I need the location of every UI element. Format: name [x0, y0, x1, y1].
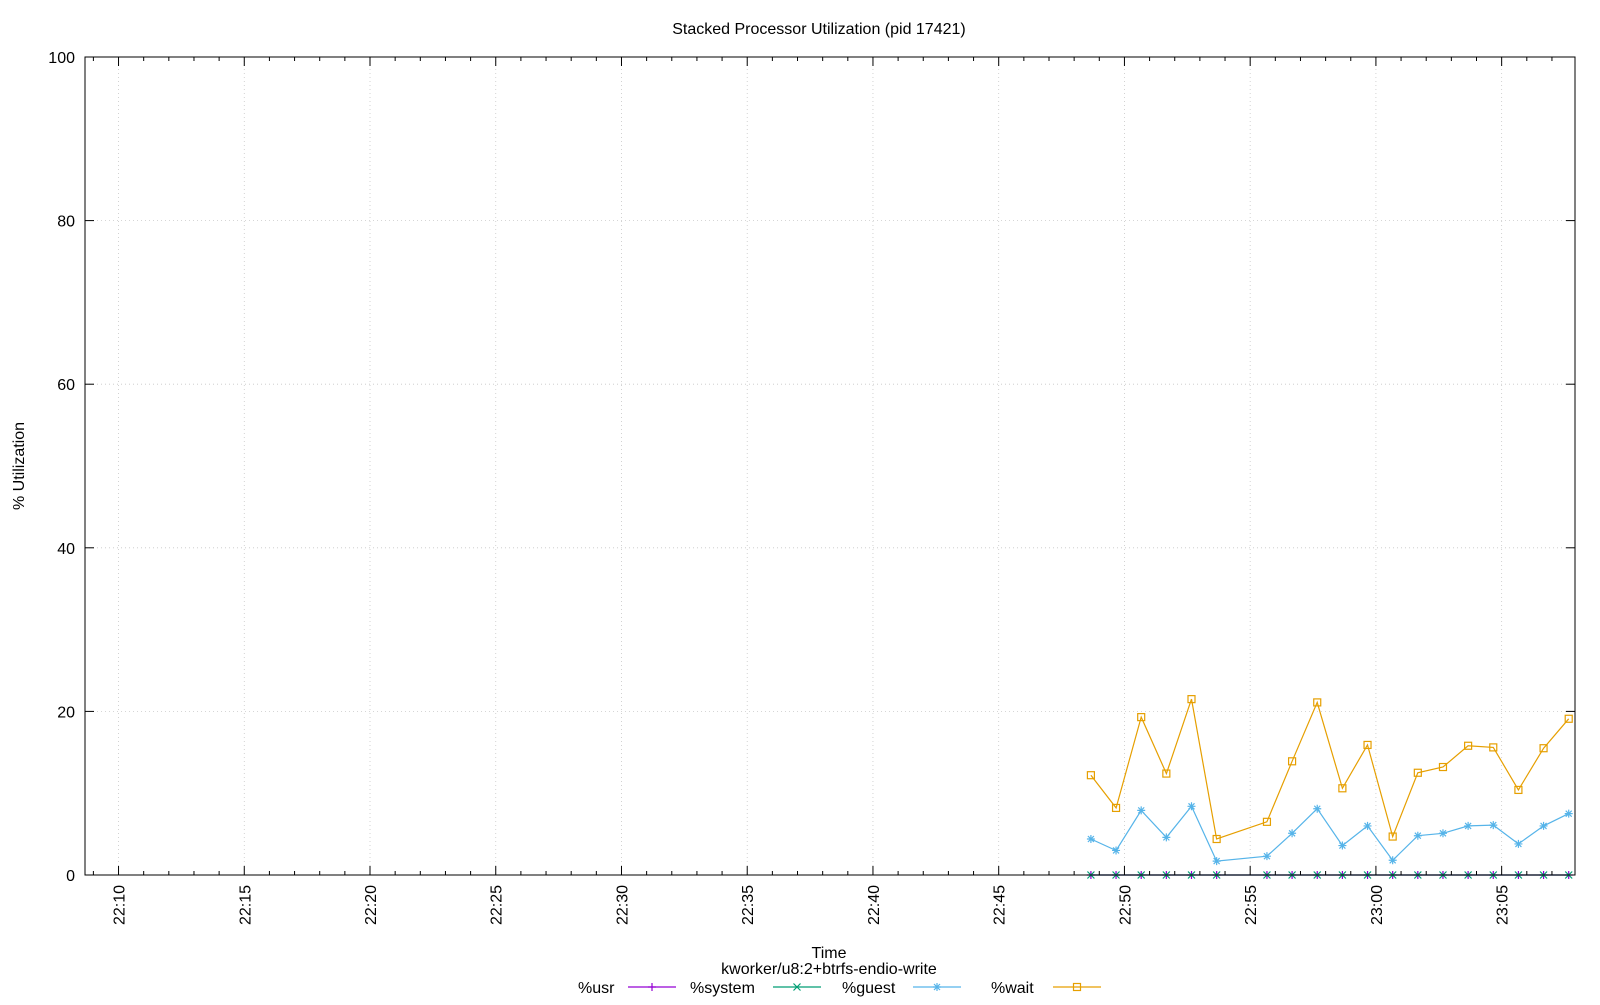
legend-item-wait: %wait [991, 980, 1101, 997]
data-point-guest [1413, 831, 1422, 840]
plot-frame [84, 56, 1576, 876]
chart-subtitle: kworker/u8:2+btrfs-endio-write [721, 961, 937, 978]
data-point-guest [1514, 839, 1523, 848]
data-point-wait [1313, 698, 1322, 707]
data-point-guest [1338, 841, 1347, 850]
data-point-guest [1162, 833, 1171, 842]
x-tick-label: 22:50 [1117, 885, 1134, 925]
legend-label-usr: %usr [578, 980, 615, 997]
grid-lines [85, 57, 1575, 875]
x-tick-label: 23:00 [1369, 885, 1386, 925]
x-tick-label: 22:40 [866, 885, 883, 925]
x-tick-label: 23:05 [1495, 885, 1512, 925]
series-guest [1086, 802, 1573, 866]
legend-label-wait: %wait [991, 980, 1034, 997]
x-tick-label: 22:15 [237, 885, 254, 925]
y-tick-label: 20 [57, 704, 75, 721]
legend-item-guest: %guest [842, 980, 961, 997]
data-point-wait [1086, 771, 1096, 780]
series-line-wait [1090, 698, 1570, 840]
chart-title: Stacked Processor Utilization (pid 17421… [672, 21, 965, 38]
data-point-wait [1489, 743, 1498, 752]
x-axis-label: Time [812, 945, 847, 962]
data-point-wait [1438, 762, 1448, 772]
legend-item-usr: %usr [578, 980, 676, 997]
y-tick-label: 0 [66, 868, 75, 885]
legend-marker-usr [648, 983, 656, 991]
data-point-wait [1262, 817, 1272, 826]
series-wait [1086, 695, 1573, 844]
data-point-guest [1112, 846, 1121, 855]
data-point-wait [1111, 803, 1121, 813]
data-point-wait [1287, 757, 1297, 766]
data-point-wait [1413, 768, 1422, 777]
data-point-wait [1539, 744, 1548, 753]
data-point-guest [1086, 835, 1095, 844]
data-point-wait [1162, 769, 1171, 778]
data-point-guest [1212, 857, 1221, 866]
legend-marker-system [793, 983, 801, 991]
data-point-guest [1187, 802, 1196, 811]
x-tick-label: 22:45 [992, 885, 1009, 925]
data-point-guest [1438, 829, 1447, 838]
x-tick-label: 22:25 [489, 885, 506, 925]
y-tick-label: 100 [48, 50, 75, 67]
data-point-wait [1338, 784, 1347, 793]
x-tick-label: 22:10 [112, 885, 129, 925]
data-point-guest [1262, 852, 1271, 861]
data-point-guest [1564, 809, 1573, 818]
y-axis-label: % Utilization [11, 422, 28, 510]
data-point-guest [1464, 821, 1473, 830]
data-point-wait [1464, 741, 1473, 750]
x-tick-label: 22:20 [363, 885, 380, 925]
data-point-guest [1313, 804, 1322, 813]
data-point-wait [1564, 714, 1573, 723]
y-tick-label: 40 [57, 541, 75, 558]
legend-item-system: %system [690, 980, 821, 997]
y-tick-label: 60 [57, 377, 75, 394]
data-point-guest [1288, 829, 1297, 838]
data-point-wait [1388, 832, 1397, 841]
legend: %usr %system %guest %wait [578, 980, 1101, 997]
legend-marker-guest [933, 983, 941, 991]
series-line-guest [1090, 805, 1569, 862]
legend-label-guest: %guest [842, 980, 896, 997]
data-point-guest [1388, 856, 1397, 865]
data-point-wait [1187, 695, 1196, 704]
x-tick-label: 22:55 [1243, 885, 1260, 925]
x-tick-label: 22:35 [740, 885, 757, 925]
legend-marker-wait [1072, 982, 1082, 992]
data-point-guest [1489, 821, 1498, 830]
y-tick-label: 80 [57, 214, 75, 231]
legend-label-system: %system [690, 980, 755, 997]
data-point-wait [1363, 740, 1372, 750]
data-point-guest [1363, 821, 1372, 830]
series-layer [1086, 695, 1573, 879]
x-tick-label: 22:30 [614, 885, 631, 925]
data-point-guest [1539, 821, 1548, 830]
data-point-wait [1212, 834, 1221, 844]
data-point-wait [1137, 713, 1146, 722]
data-point-wait [1514, 785, 1523, 795]
data-point-guest [1137, 806, 1146, 815]
axis-ticks: 0 20 40 60 80 100 22:10 22:15 22:20 22:25 22:30 22:… [48, 50, 1575, 925]
